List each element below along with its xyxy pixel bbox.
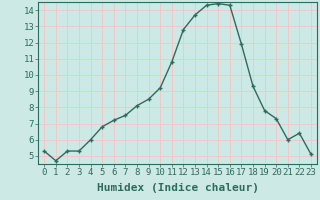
X-axis label: Humidex (Indice chaleur): Humidex (Indice chaleur): [97, 183, 259, 193]
